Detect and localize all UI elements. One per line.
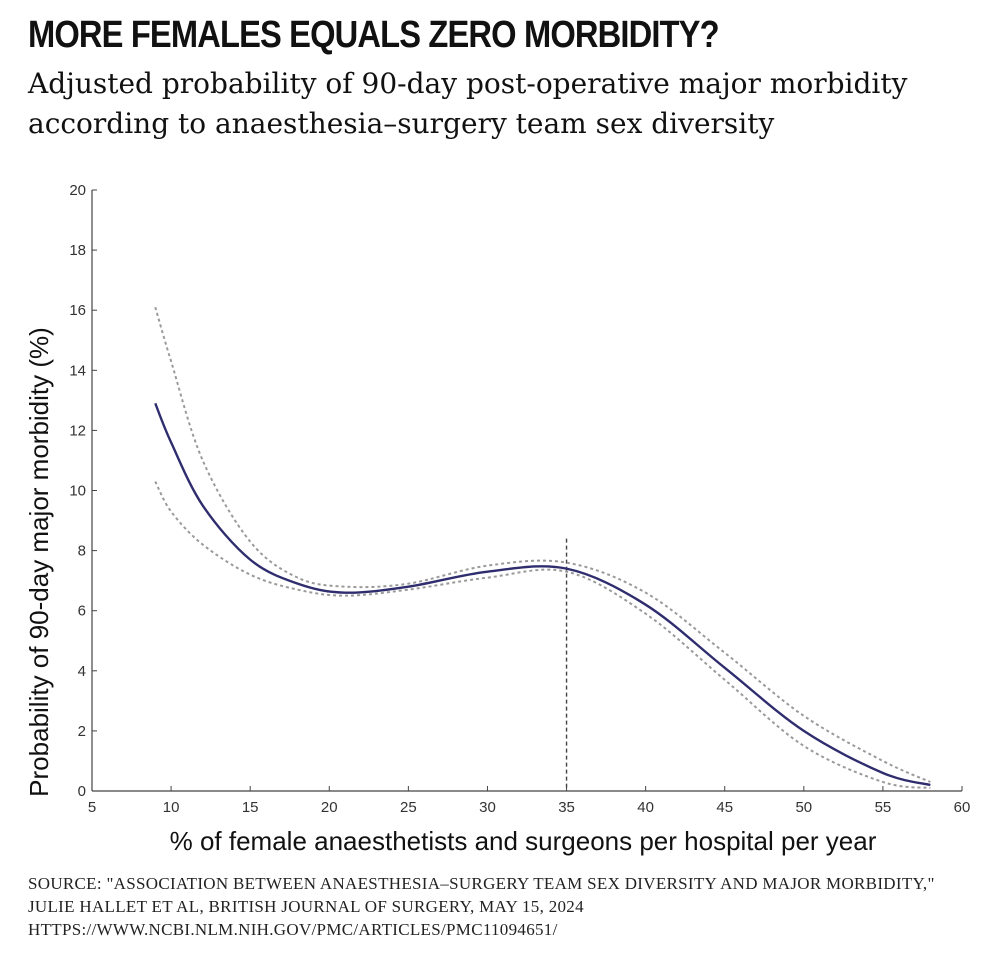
x-tick-label: 10 — [163, 799, 180, 816]
x-tick-label: 15 — [242, 799, 259, 816]
y-tick-label: 20 — [69, 182, 86, 199]
chart-title: MORE FEMALES EQUALS ZERO MORBIDITY? — [28, 14, 720, 56]
x-tick-label: 30 — [479, 799, 496, 816]
x-tick-label: 45 — [716, 799, 733, 816]
y-tick-label: 4 — [78, 663, 86, 680]
y-tick-label: 16 — [69, 302, 86, 319]
x-tick-label: 5 — [88, 799, 96, 816]
series-upper-ci — [154, 306, 931, 783]
x-axis-title: % of female anaesthetists and surgeons p… — [170, 826, 877, 856]
x-tick-label: 20 — [321, 799, 338, 816]
y-tick-label: 18 — [69, 242, 86, 259]
line-chart: 5 10 15 20 25 30 35 40 45 50 55 60 0 2 4 6 8 10 12 14 16 18 20… — [24, 182, 970, 856]
plot-area — [154, 306, 931, 789]
y-tick-label: 0 — [78, 783, 86, 800]
chart-subtitle: Adjusted probability of 90-day post-oper… — [28, 67, 908, 140]
series-lower-ci — [154, 481, 931, 789]
y-tick-label: 10 — [69, 483, 86, 500]
axes: 5 10 15 20 25 30 35 40 45 50 55 60 0 2 4 6 8 10 12 14 16 18 20 — [69, 182, 970, 816]
source-note: SOURCE: "ASSOCIATION BETWEEN ANAESTHESIA… — [28, 874, 935, 939]
y-tick-label: 2 — [78, 723, 86, 740]
x-tick-label: 55 — [875, 799, 892, 816]
y-tick-label: 6 — [78, 603, 86, 620]
x-tick-label: 50 — [795, 799, 812, 816]
y-axis-title: Probability of 90-day major morbidity (%… — [24, 327, 54, 797]
x-tick-label: 25 — [400, 799, 417, 816]
y-tick-label: 12 — [69, 422, 86, 439]
x-tick-label: 35 — [558, 799, 575, 816]
x-tick-label: 60 — [954, 799, 971, 816]
x-tick-label: 40 — [637, 799, 654, 816]
y-tick-label: 8 — [78, 543, 86, 560]
y-tick-label: 14 — [69, 362, 86, 379]
series-estimate — [154, 402, 931, 787]
